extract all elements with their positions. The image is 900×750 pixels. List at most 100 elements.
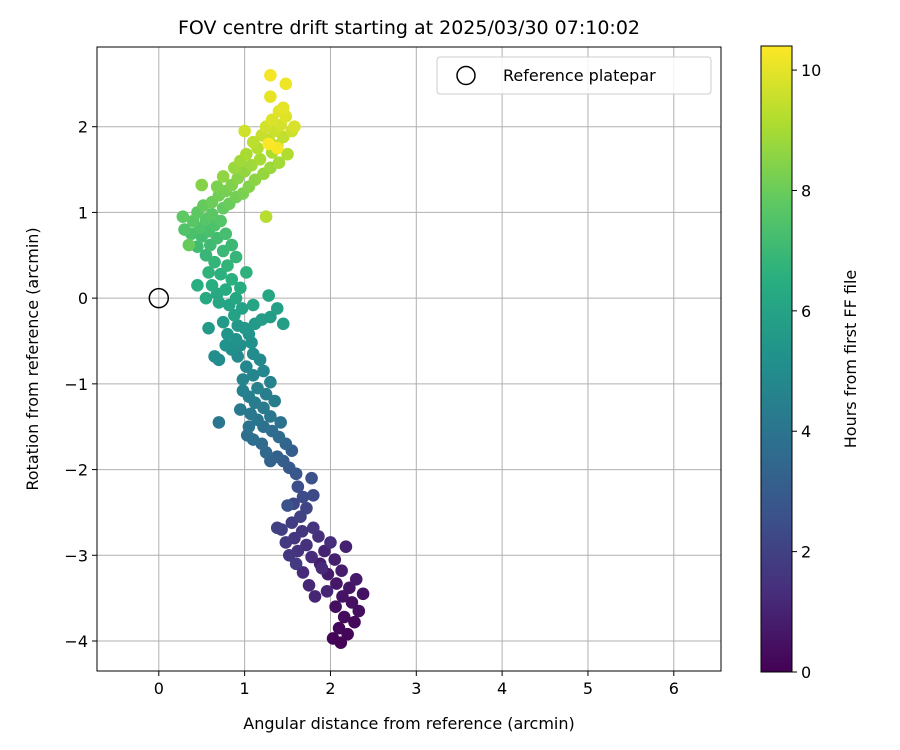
data-point bbox=[281, 147, 294, 161]
data-point bbox=[229, 291, 243, 305]
data-point bbox=[306, 488, 320, 502]
colorbar-tick-label: 8 bbox=[801, 181, 811, 200]
data-point bbox=[191, 278, 204, 292]
data-point bbox=[219, 338, 233, 352]
y-tick-label: −4 bbox=[64, 632, 88, 651]
data-point bbox=[262, 289, 275, 302]
legend-box bbox=[436, 56, 712, 95]
data-point bbox=[210, 180, 224, 194]
data-point bbox=[330, 577, 343, 590]
data-point bbox=[300, 501, 313, 515]
data-point bbox=[214, 214, 227, 228]
data-point bbox=[216, 170, 230, 183]
data-point bbox=[264, 375, 277, 389]
data-point bbox=[253, 152, 267, 166]
data-point bbox=[195, 178, 209, 192]
data-point bbox=[236, 373, 250, 386]
data-point bbox=[246, 298, 260, 312]
data-point bbox=[246, 347, 260, 361]
data-point bbox=[219, 227, 233, 241]
data-point bbox=[335, 564, 348, 578]
x-tick-label: 1 bbox=[240, 679, 250, 698]
grid bbox=[97, 47, 721, 671]
data-point bbox=[208, 255, 221, 269]
data-point bbox=[349, 572, 363, 586]
data-point bbox=[242, 420, 256, 434]
data-point bbox=[265, 113, 279, 127]
scatter-points bbox=[176, 68, 370, 650]
reference-marker-layer bbox=[148, 287, 170, 309]
data-point bbox=[348, 615, 361, 629]
data-point bbox=[276, 317, 290, 331]
data-point bbox=[219, 283, 233, 296]
data-point bbox=[320, 584, 334, 598]
data-point bbox=[234, 281, 247, 295]
data-point bbox=[202, 266, 215, 279]
data-point bbox=[302, 578, 316, 592]
data-point bbox=[246, 368, 260, 382]
data-point bbox=[337, 610, 351, 624]
data-point bbox=[345, 596, 359, 609]
data-point bbox=[296, 566, 310, 579]
legend-marker-icon bbox=[456, 65, 476, 86]
data-point bbox=[308, 590, 322, 603]
data-point bbox=[306, 521, 320, 535]
data-point bbox=[240, 147, 253, 161]
data-point bbox=[332, 621, 346, 635]
data-point bbox=[289, 557, 303, 571]
data-point bbox=[282, 548, 296, 562]
colorbar-tick-label: 10 bbox=[801, 61, 821, 80]
data-point bbox=[281, 499, 294, 512]
data-point bbox=[244, 407, 257, 421]
data-point bbox=[236, 384, 250, 398]
chart-title: FOV centre drift starting at 2025/03/30 … bbox=[178, 17, 640, 39]
data-point bbox=[259, 210, 273, 224]
data-point bbox=[240, 266, 253, 279]
data-point bbox=[339, 540, 353, 554]
data-point bbox=[212, 416, 226, 429]
data-point bbox=[279, 77, 293, 91]
data-point bbox=[305, 471, 318, 485]
data-point bbox=[326, 632, 340, 645]
reference-platepar-marker bbox=[148, 287, 170, 309]
data-point bbox=[205, 207, 219, 221]
y-axis-label: Rotation from reference (arcmin) bbox=[23, 227, 42, 490]
colorbar bbox=[760, 45, 793, 673]
legend-label: Reference platepar bbox=[503, 66, 656, 85]
data-point bbox=[221, 259, 234, 272]
colorbar-tick-label: 6 bbox=[801, 302, 811, 321]
colorbar-label: Hours from first FF file bbox=[841, 270, 860, 449]
data-point bbox=[251, 381, 264, 395]
y-axis-ticks: −4 −3 −2 −1 0 1 2 bbox=[64, 118, 97, 651]
y-tick-label: −2 bbox=[64, 461, 88, 480]
data-point bbox=[257, 364, 270, 378]
y-tick-label: 1 bbox=[78, 203, 88, 222]
data-point bbox=[205, 278, 219, 292]
data-point bbox=[240, 360, 253, 374]
data-point bbox=[214, 267, 227, 281]
data-point bbox=[264, 90, 277, 104]
data-point bbox=[352, 604, 366, 618]
data-point bbox=[279, 536, 293, 549]
x-tick-label: 4 bbox=[497, 679, 507, 698]
data-point bbox=[270, 521, 284, 535]
legend: Reference platepar bbox=[436, 56, 712, 95]
data-point bbox=[176, 210, 190, 224]
data-point bbox=[178, 223, 191, 236]
colorbar-ticks: 0 2 4 6 8 10 bbox=[792, 61, 821, 682]
data-point bbox=[336, 590, 349, 603]
data-point bbox=[235, 302, 249, 315]
data-point bbox=[238, 124, 251, 138]
data-point bbox=[202, 321, 215, 335]
plot-frame bbox=[96, 46, 722, 672]
y-tick-label: 0 bbox=[78, 289, 88, 308]
data-point bbox=[274, 416, 287, 429]
y-tick-label: −3 bbox=[64, 546, 88, 565]
data-point bbox=[315, 561, 329, 575]
data-point bbox=[270, 302, 284, 315]
data-point bbox=[276, 101, 290, 115]
data-point bbox=[268, 394, 281, 408]
x-tick-label: 2 bbox=[325, 679, 335, 698]
data-point bbox=[246, 135, 260, 149]
